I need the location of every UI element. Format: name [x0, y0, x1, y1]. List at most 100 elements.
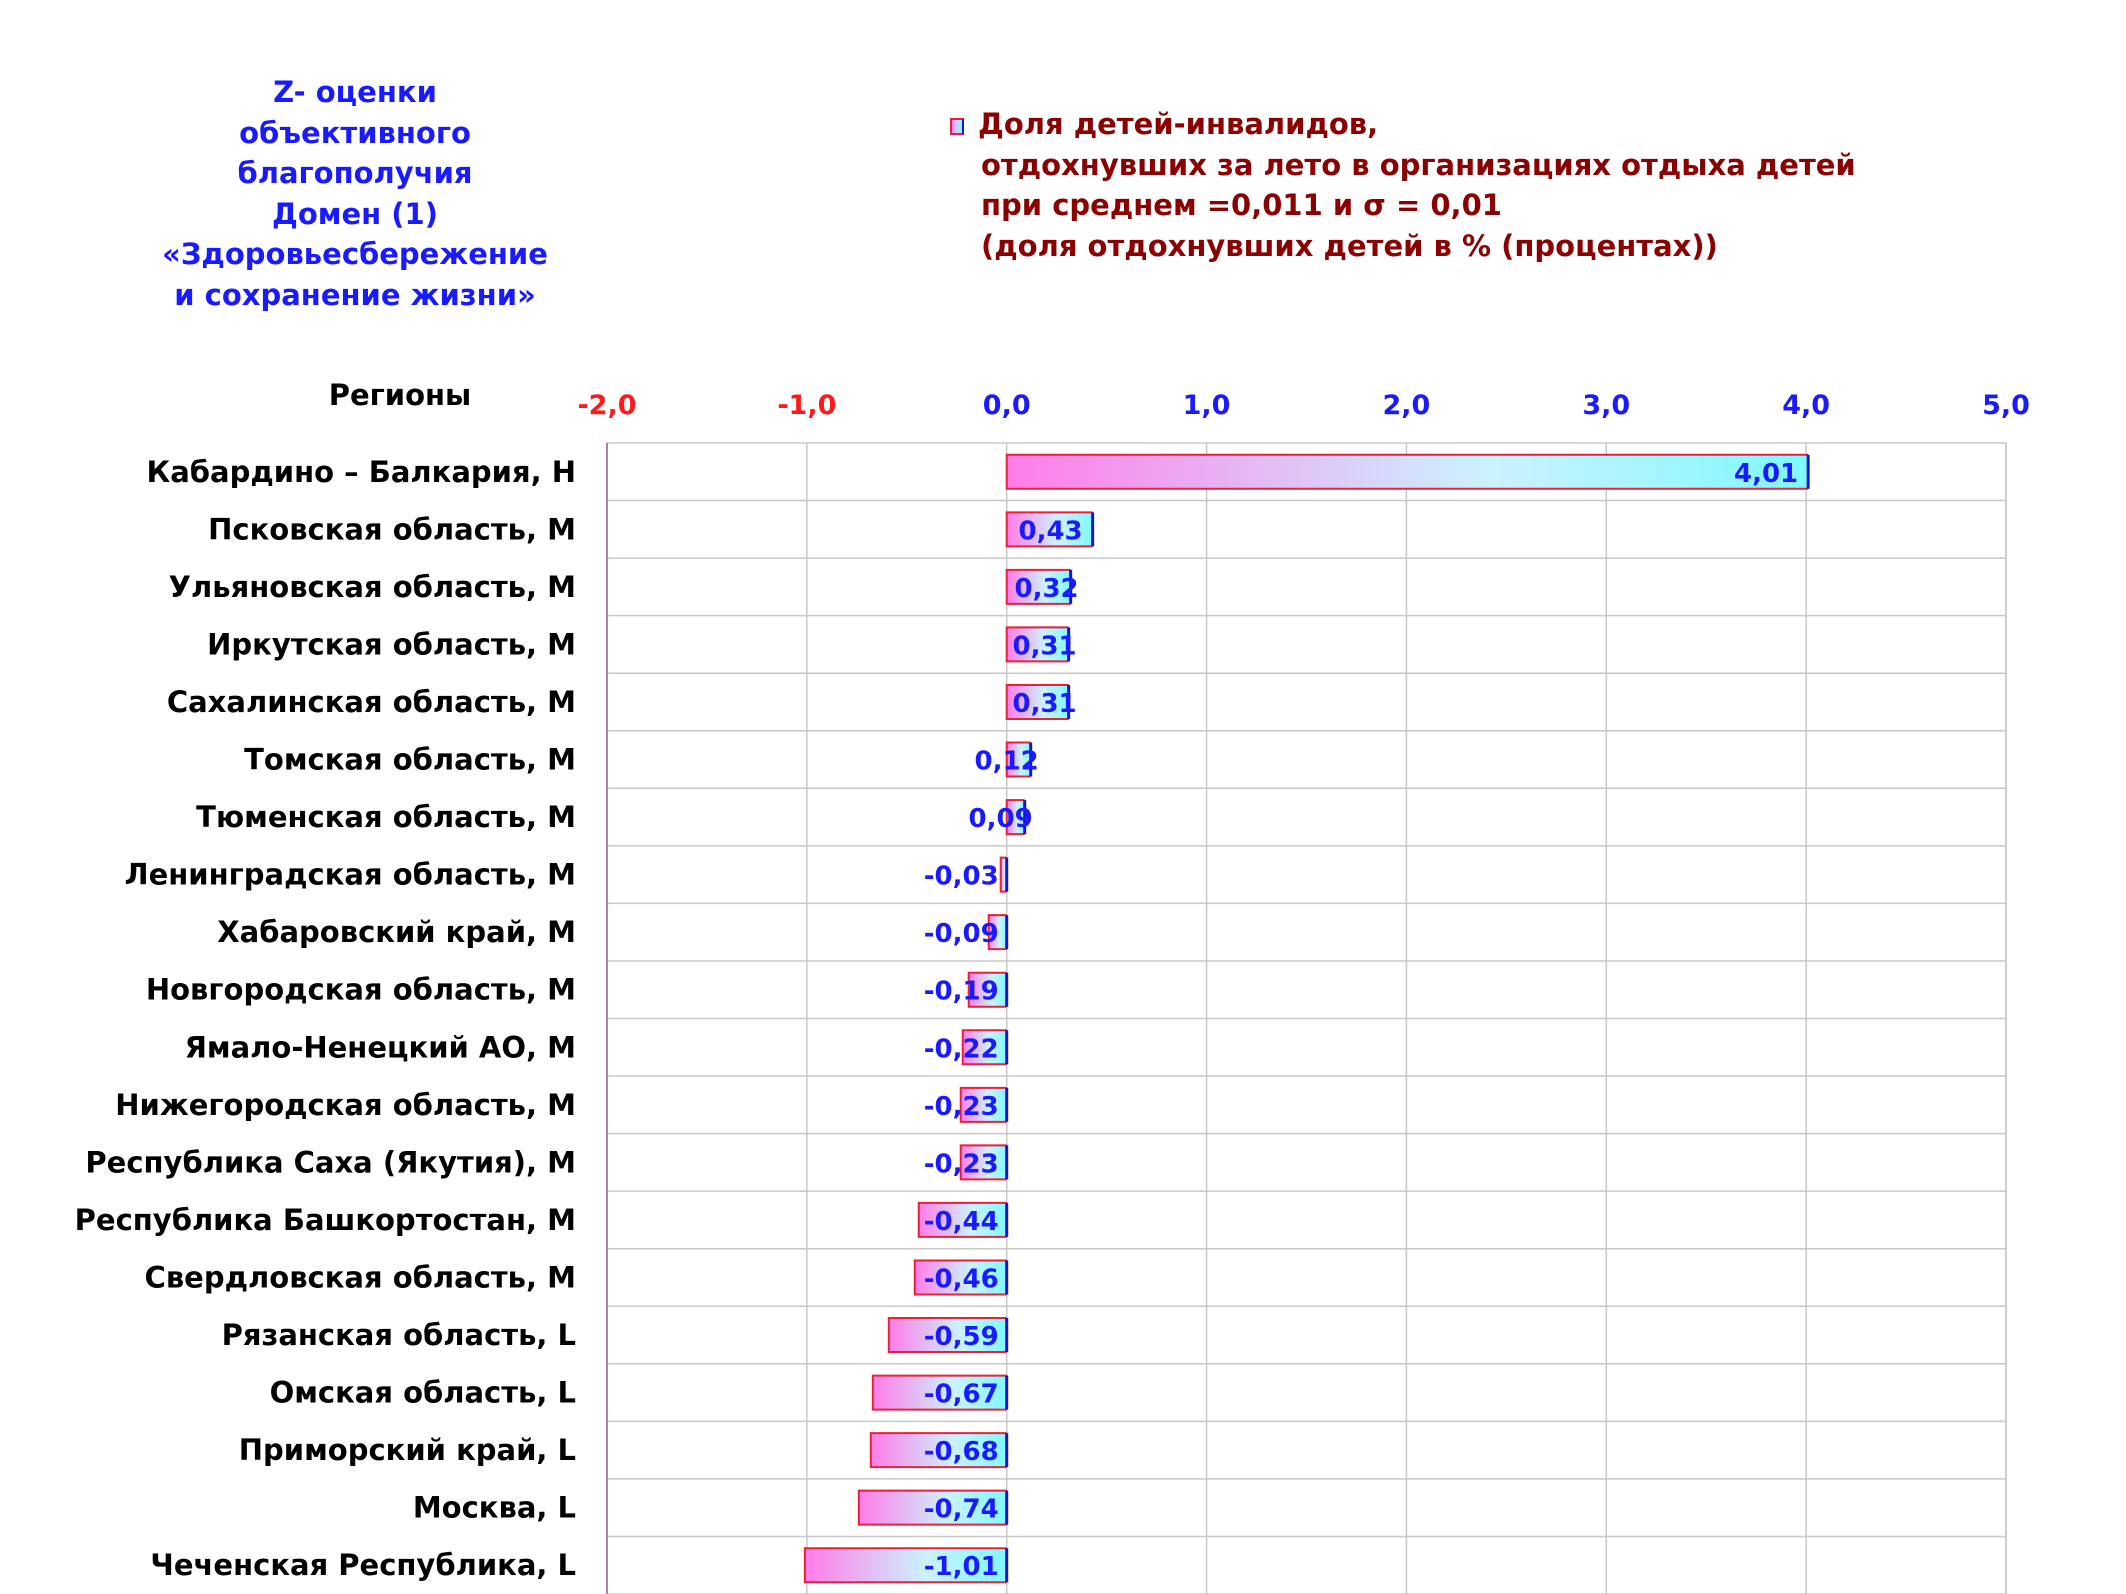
- category-label: Новгородская область, М: [146, 973, 576, 1007]
- category-label: Томская область, М: [244, 743, 576, 777]
- bar: [913, 1259, 1009, 1296]
- value-label: -0,46: [924, 1264, 999, 1294]
- category-label: Ленинградская область, М: [125, 858, 577, 892]
- bar: [1005, 511, 1095, 548]
- category-label: Кабардино – Балкария, Н: [147, 455, 577, 489]
- category-label: Иркутская область, М: [207, 627, 576, 661]
- legend-line-2: отдохнувших за лето в организациях отдых…: [981, 147, 1856, 182]
- bar-fill: [1006, 684, 1069, 719]
- legend-line-4: (доля отдохнувших детей в % (процентах)): [981, 228, 1718, 263]
- bar-edge: [1005, 568, 1071, 605]
- bar-edge: [1005, 511, 1093, 548]
- category-label: Сахалинская область, М: [167, 685, 576, 719]
- bar-fill: [870, 1433, 1007, 1468]
- bar-fill: [1000, 857, 1007, 892]
- value-label: -0,23: [924, 1149, 999, 1179]
- bar: [959, 1086, 1009, 1123]
- legend-line-3: при среднем =0,011 и σ = 0,01: [981, 188, 1502, 222]
- bar-fill: [962, 1030, 1007, 1065]
- bar: [961, 1029, 1009, 1066]
- value-label: 0,09: [969, 804, 1033, 834]
- bar-edge: [1005, 626, 1069, 663]
- bar-edge: [961, 1029, 1007, 1066]
- x-tick-label: -2,0: [577, 390, 636, 421]
- bar: [869, 1432, 1009, 1469]
- value-label: -0,68: [924, 1437, 999, 1467]
- domain-title: Z- оценки объективного благополучия Доме…: [162, 75, 548, 312]
- bar-edge: [871, 1374, 1007, 1411]
- bar: [967, 971, 1009, 1008]
- bar-edge: [959, 1144, 1007, 1181]
- bar-fill: [858, 1490, 1007, 1525]
- bar: [1005, 626, 1071, 663]
- bar-fill: [1006, 627, 1069, 662]
- bar-fill: [918, 1202, 1007, 1237]
- category-label: Республика Саха (Якутия), М: [85, 1145, 576, 1179]
- category-label: Республика Башкортостан, М: [75, 1203, 576, 1237]
- grid: [606, 442, 2007, 1594]
- category-label: Приморский край, L: [239, 1433, 576, 1467]
- x-tick-label: 5,0: [1982, 390, 2030, 421]
- bars: [803, 453, 1810, 1584]
- value-label: -0,09: [924, 919, 999, 949]
- category-label: Чеченская Республика, L: [150, 1548, 576, 1582]
- category-label: Москва, L: [413, 1491, 576, 1525]
- value-label: -0,59: [924, 1322, 999, 1352]
- bar-edge: [1005, 453, 1809, 490]
- category-labels: Кабардино – Балкария, Н Псковская область…: [75, 455, 576, 1582]
- bar: [871, 1374, 1009, 1411]
- bar-edge: [869, 1432, 1007, 1469]
- legend-swatch: [950, 118, 964, 135]
- bar-edge: [1005, 799, 1025, 836]
- bar-fill: [1006, 512, 1093, 547]
- bar-fill: [960, 1087, 1007, 1122]
- value-label: -0,03: [924, 862, 999, 892]
- bar-edge: [913, 1259, 1007, 1296]
- value-label: -0,23: [924, 1092, 999, 1122]
- category-label: Хабаровский край, М: [217, 915, 576, 949]
- x-tick-label: -1,0: [777, 390, 836, 421]
- bar-edge: [1005, 683, 1069, 720]
- legend-line-1: Доля детей-инвалидов,: [950, 104, 1856, 145]
- bar: [1005, 453, 1810, 490]
- bar-fill: [888, 1318, 1007, 1353]
- value-label: 0,32: [1015, 574, 1079, 604]
- category-label: Нижегородская область, М: [115, 1088, 576, 1122]
- value-label: -0,22: [924, 1034, 999, 1064]
- bar: [999, 856, 1009, 893]
- value-label: -0,44: [924, 1207, 999, 1237]
- bar-fill: [804, 1548, 1007, 1583]
- category-label: Ульяновская область, М: [169, 570, 576, 604]
- bar-fill: [1006, 742, 1031, 777]
- value-label: 4,01: [1734, 459, 1798, 489]
- value-labels: 4,01 0,43 0,32 0,31 0,31 0,12 0,09 -0,03 -0,09 -0…: [924, 459, 1798, 1582]
- bar-edge: [987, 914, 1007, 951]
- bar: [803, 1547, 1009, 1584]
- category-label: Свердловская область, М: [145, 1260, 576, 1294]
- bar-fill: [1006, 454, 1809, 489]
- legend-label: Доля детей-инвалидов,: [978, 107, 1379, 141]
- value-label: 0,12: [975, 747, 1039, 777]
- x-axis: -2,0 -1,0 0,0 1,0 2,0 3,0 4,0 5,0: [577, 390, 2029, 421]
- bar-fill: [1006, 569, 1071, 604]
- bar: [1005, 799, 1027, 836]
- bar-edge: [1005, 741, 1031, 778]
- bar: [987, 914, 1009, 951]
- bar: [917, 1201, 1009, 1238]
- x-tick-label: 4,0: [1782, 390, 1830, 421]
- value-label: 0,43: [1018, 516, 1082, 546]
- value-label: 0,31: [1013, 631, 1077, 661]
- bar: [857, 1489, 1009, 1526]
- bar: [887, 1317, 1009, 1354]
- category-header: Регионы: [329, 378, 472, 412]
- bar-fill: [968, 972, 1007, 1007]
- x-tick-label: 1,0: [1183, 390, 1231, 421]
- category-label: Тюменская область, М: [196, 800, 576, 834]
- value-label: -1,01: [924, 1552, 999, 1582]
- bar-edge: [887, 1317, 1007, 1354]
- value-label: 0,31: [1013, 689, 1077, 719]
- value-label: -0,74: [924, 1495, 999, 1525]
- bar-edge: [999, 856, 1007, 893]
- bar: [1005, 568, 1073, 605]
